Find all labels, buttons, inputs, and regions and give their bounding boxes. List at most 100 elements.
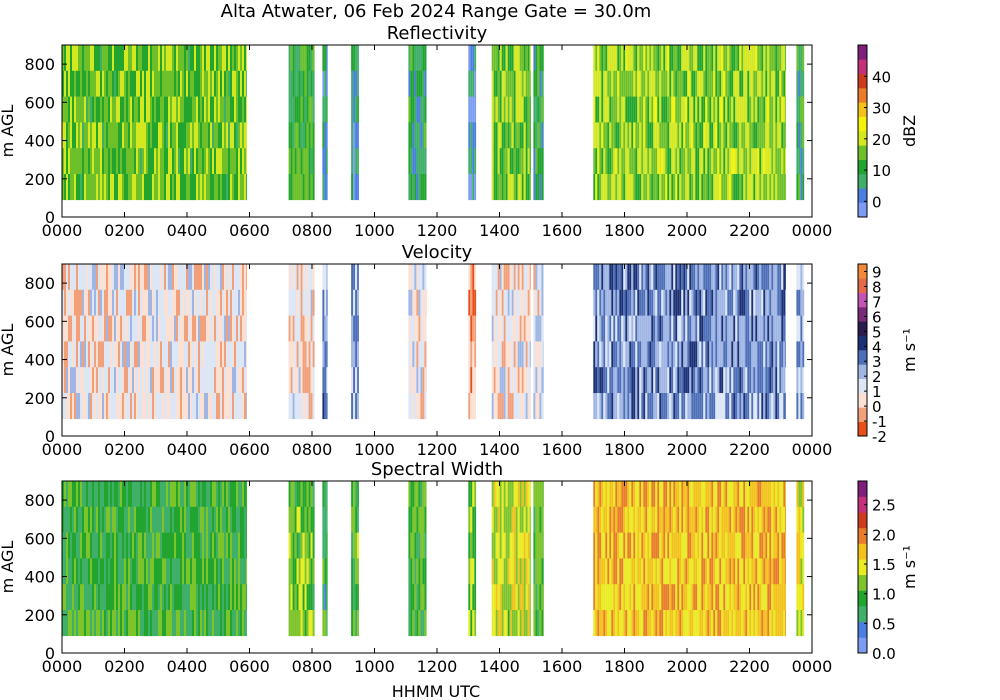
data-cell xyxy=(132,289,134,316)
data-cell xyxy=(777,532,780,559)
data-cell xyxy=(78,481,80,508)
data-cell xyxy=(62,148,64,175)
data-cell xyxy=(645,289,648,316)
data-cell xyxy=(683,174,686,201)
data-cell xyxy=(769,96,772,123)
y-tick-label: 200 xyxy=(24,606,55,625)
data-cell xyxy=(802,558,805,585)
data-cell xyxy=(80,45,82,72)
data-cell xyxy=(733,70,736,97)
data-cell xyxy=(312,96,315,123)
data-cell xyxy=(178,393,180,420)
data-cell xyxy=(713,558,716,585)
data-cell xyxy=(715,315,718,342)
data-cell xyxy=(597,289,600,316)
data-cell xyxy=(88,45,90,72)
data-cell xyxy=(84,315,86,342)
data-cell xyxy=(288,70,291,97)
data-cell xyxy=(775,264,778,291)
data-cell xyxy=(751,264,754,291)
data-cell xyxy=(511,341,514,368)
data-cell xyxy=(671,393,674,420)
data-cell xyxy=(118,45,120,72)
data-cell xyxy=(64,506,66,533)
data-cell xyxy=(765,610,768,637)
data-cell xyxy=(695,481,698,508)
data-cell xyxy=(691,289,694,316)
data-cell xyxy=(294,148,297,175)
data-cell xyxy=(68,289,70,316)
data-cell xyxy=(292,174,295,201)
data-cell xyxy=(615,122,618,149)
data-cell xyxy=(114,122,116,149)
data-cell xyxy=(759,393,762,420)
data-cell xyxy=(697,315,700,342)
data-cell xyxy=(665,532,668,559)
data-cell xyxy=(727,610,730,637)
data-cell xyxy=(798,315,801,342)
data-cell xyxy=(234,174,236,201)
data-cell xyxy=(296,174,299,201)
data-cell xyxy=(414,584,417,611)
data-cell xyxy=(633,367,636,394)
data-cell xyxy=(661,532,664,559)
data-cell xyxy=(106,122,108,149)
data-cell xyxy=(128,558,130,585)
data-cell xyxy=(661,558,664,585)
data-cell xyxy=(188,367,190,394)
data-cell xyxy=(154,264,156,291)
colorbar-tick-label: 8 xyxy=(872,278,882,296)
data-cell xyxy=(226,393,228,420)
data-cell xyxy=(80,315,82,342)
data-cell xyxy=(206,610,208,637)
data-cell xyxy=(649,289,652,316)
data-cell xyxy=(88,96,90,123)
data-cell xyxy=(414,70,417,97)
data-cell xyxy=(653,558,656,585)
data-cell xyxy=(677,315,680,342)
data-cell xyxy=(118,558,120,585)
data-cell xyxy=(735,393,738,420)
data-cell xyxy=(501,315,504,342)
data-cell xyxy=(420,96,423,123)
data-cell xyxy=(659,315,662,342)
data-cell xyxy=(715,174,718,201)
data-cell xyxy=(527,315,530,342)
data-cell xyxy=(408,70,411,97)
data-cell xyxy=(88,122,90,149)
data-cell xyxy=(659,70,662,97)
data-cell xyxy=(66,122,68,149)
data-cell xyxy=(601,393,604,420)
data-cell xyxy=(222,367,224,394)
data-cell xyxy=(182,584,184,611)
data-cell xyxy=(499,532,502,559)
data-cell xyxy=(771,45,774,72)
data-cell xyxy=(501,584,504,611)
data-cell xyxy=(513,122,516,149)
data-cell xyxy=(200,532,202,559)
data-cell xyxy=(166,481,168,508)
data-cell xyxy=(140,45,142,72)
data-cell xyxy=(781,610,784,637)
data-cell xyxy=(701,341,704,368)
data-cell xyxy=(517,96,520,123)
data-cell xyxy=(82,393,84,420)
data-cell xyxy=(503,532,506,559)
data-cell xyxy=(745,393,748,420)
data-cell xyxy=(499,122,502,149)
data-cell xyxy=(765,264,768,291)
data-cell xyxy=(617,506,620,533)
data-cell xyxy=(595,174,598,201)
data-cell xyxy=(124,315,126,342)
data-cell xyxy=(353,315,356,342)
y-tick-label: 400 xyxy=(24,351,55,370)
data-cell xyxy=(737,122,740,149)
colorbar-segment xyxy=(858,364,867,379)
data-cell xyxy=(166,315,168,342)
data-cell xyxy=(603,289,606,316)
data-cell xyxy=(607,148,610,175)
data-cell xyxy=(322,584,325,611)
data-cell xyxy=(238,532,240,559)
data-cell xyxy=(665,481,668,508)
data-cell xyxy=(515,96,518,123)
